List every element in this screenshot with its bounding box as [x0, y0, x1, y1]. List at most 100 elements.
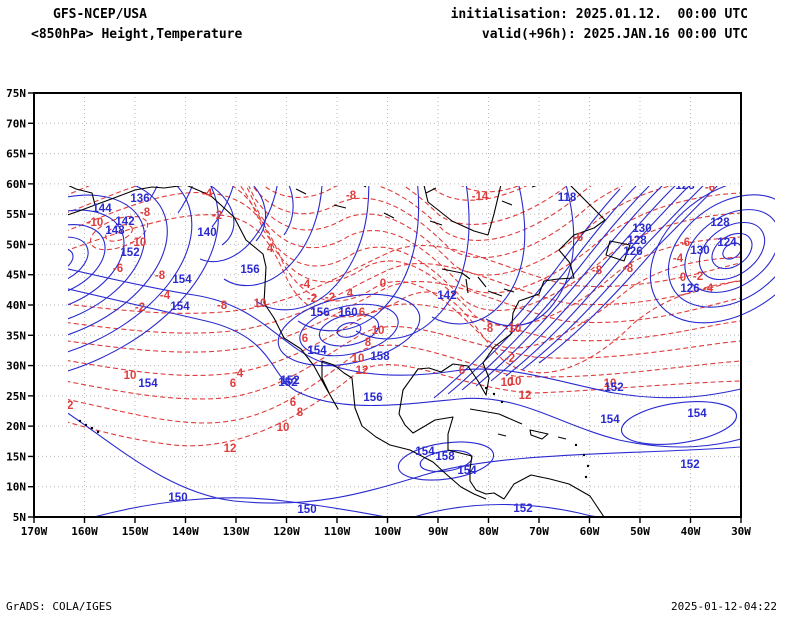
height-contour-label: 130	[690, 245, 709, 257]
temperature-contour-label: 8	[365, 337, 372, 349]
temperature-contour-label: -4	[703, 283, 714, 295]
temperature-contour-label: -2	[212, 210, 222, 222]
lon-tick-label: 140W	[172, 525, 199, 538]
temperature-contour-label: 8	[297, 407, 304, 419]
temperature-contour-label: -8	[217, 300, 228, 312]
height-contour-label: 126	[623, 246, 642, 258]
height-contour-label: 156	[363, 392, 382, 404]
temperature-contour-label: -10	[130, 237, 147, 249]
temperature-contour-label: 12	[356, 365, 369, 377]
temperature-contour-label: -6	[573, 232, 583, 244]
temperature-contour-label: -22	[649, 168, 666, 180]
temperature-contour-label: -20	[579, 160, 596, 172]
lat-tick-label: 10N	[6, 481, 26, 494]
temperature-contour-label: 12	[519, 390, 532, 402]
lat-tick-label: 40N	[6, 299, 26, 312]
temperature-contour-label: -18	[145, 126, 162, 138]
height-contour-label: 152	[280, 375, 299, 387]
temperature-contour-label: -24	[306, 142, 323, 154]
temperature-contour-label: -2	[325, 292, 335, 304]
temperature-contour-label: -12	[189, 137, 206, 149]
temperature-contour-label: 6	[302, 333, 308, 345]
temperature-contour-label: 4	[267, 243, 274, 255]
temperature-contour-label: -10	[505, 323, 522, 335]
height-contour-label: 158	[435, 451, 455, 463]
temperature-contour-label: -8	[346, 190, 357, 202]
lon-tick-label: 150W	[122, 525, 149, 538]
temperature-contour-label: -4	[160, 290, 171, 302]
temperature-contour-label: 10	[277, 422, 290, 434]
temperature-contour-label: -6	[113, 263, 123, 275]
height-contour-label: 128	[627, 235, 647, 247]
height-contour-label: 156	[240, 264, 259, 276]
temperature-contour-label: -8	[155, 270, 166, 282]
temperature-contour-label: 4	[237, 368, 244, 380]
height-contour-label: 142	[437, 290, 456, 302]
temperature-contour-label: -22	[337, 118, 354, 130]
height-contour-label: 152	[120, 247, 139, 259]
lat-tick-label: 35N	[6, 329, 26, 342]
temperature-contour-label: -24	[409, 112, 426, 124]
temperature-contour-label: 6	[290, 397, 296, 409]
height-contour-label: 118	[574, 118, 593, 130]
coastlines	[68, 186, 672, 518]
temperature-contour-label: -2	[135, 302, 145, 314]
lat-tick-label: 45N	[6, 269, 26, 282]
temperature-contour-label: -10	[205, 159, 222, 171]
height-contour-label: 154	[307, 345, 327, 357]
temperature-contour-label: -16	[719, 137, 736, 149]
lat-tick-label: 5N	[13, 511, 26, 524]
height-contour-label: 124	[717, 237, 737, 249]
temperature-contour-label: -12	[80, 175, 97, 187]
temperature-contour-label: -8	[592, 265, 603, 277]
grads-credit: GrADS: COLA/IGES	[6, 600, 112, 613]
lat-tick-label: 50N	[6, 238, 26, 251]
lat-tick-label: 30N	[6, 360, 26, 373]
temperature-contours	[68, 186, 742, 447]
height-contour-label: 118	[558, 192, 577, 204]
temperature-contour-label: -20	[18, 100, 35, 112]
temperature-contour-label: -6	[680, 237, 690, 249]
temperature-contour-label: 6	[459, 365, 465, 377]
lat-tick-label: 25N	[6, 390, 26, 403]
temperature-contour-label: -18	[373, 145, 390, 157]
lat-tick-label: 15N	[6, 450, 26, 463]
height-contour-label: 154	[457, 465, 477, 477]
temperature-contour-label: -4	[300, 279, 311, 291]
temperature-contour-label: -16	[435, 172, 452, 184]
temperature-contour-label: -8	[698, 172, 709, 184]
height-contour-label: 154	[687, 408, 707, 420]
lon-tick-label: 120W	[273, 525, 300, 538]
height-contour-label: 128	[675, 180, 695, 192]
lon-tick-label: 160W	[71, 525, 98, 538]
temperature-contour-label: -24	[702, 118, 719, 130]
lon-tick-label: 80W	[479, 525, 499, 538]
height-contour-label: 152	[680, 459, 699, 471]
temperature-contour-label: -2	[307, 293, 317, 305]
temperature-contour-label: -8	[213, 173, 224, 185]
temperature-contour-label: -8	[623, 263, 634, 275]
temperature-contour-label: 10	[501, 377, 514, 389]
temperature-contour-label: -12	[356, 160, 373, 172]
temperature-contour-label: 12	[224, 443, 237, 455]
height-contour-label: 152	[604, 382, 623, 394]
temperature-contour-label: -16	[179, 115, 196, 127]
lon-tick-label: 60W	[580, 525, 600, 538]
lat-tick-label: 20N	[6, 420, 26, 433]
init-time-label: initialisation: 2025.01.12. 00:00 UTC	[450, 7, 748, 22]
lat-tick-label: 55N	[6, 208, 26, 221]
axis-labels: 170W 160W 150W 140W 130W 120W 110W 100W 90W 80W 70…	[6, 87, 751, 538]
height-contour-label: 160	[338, 307, 357, 319]
height-contour-label: 152	[278, 377, 297, 389]
temperature-contour-label: 10	[604, 378, 617, 390]
lon-tick-label: 90W	[428, 525, 448, 538]
temperature-contour-label: -24	[620, 93, 637, 105]
temperature-contour-label: -4	[673, 253, 684, 265]
height-contour-label: 130	[333, 132, 352, 144]
temperature-contour-label: -10	[336, 175, 353, 187]
temperature-contour-label: -24	[547, 155, 564, 167]
lon-tick-label: 50W	[630, 525, 650, 538]
temperature-contour-label: 10	[352, 353, 365, 365]
height-contour-label: 140	[197, 227, 216, 239]
